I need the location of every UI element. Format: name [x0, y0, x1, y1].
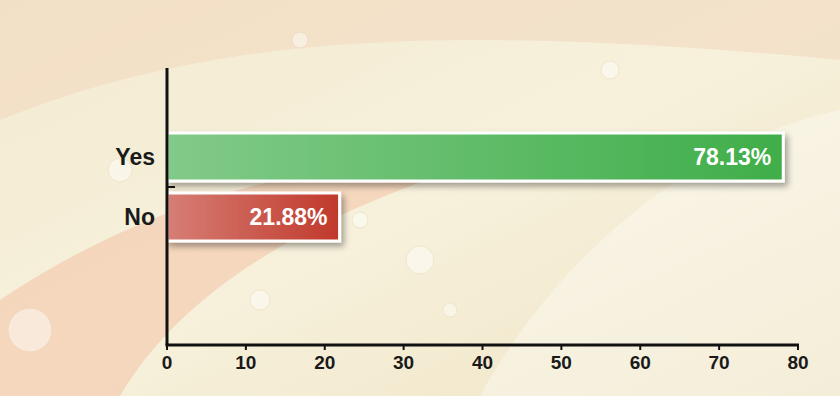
category-label: No — [124, 204, 155, 230]
x-tick — [560, 345, 562, 350]
background-bubble — [292, 32, 308, 48]
y-axis-line — [166, 68, 169, 345]
x-tick — [324, 345, 326, 350]
x-tick-label: 70 — [709, 352, 730, 373]
x-tick-label: 30 — [393, 352, 414, 373]
bar — [167, 193, 340, 241]
category-tick — [167, 186, 175, 188]
x-tick — [245, 345, 247, 350]
x-tick — [639, 345, 641, 350]
chart-svg: Yes 78.13% No 21.88% 0 10 20 30 40 50 60 70 80 — [0, 0, 840, 396]
bar — [167, 133, 783, 181]
background-bubble — [601, 61, 619, 79]
labels: Yes 78.13% No 21.88% — [115, 144, 771, 230]
x-tick-label: 40 — [472, 352, 493, 373]
background-bubble — [8, 308, 52, 352]
data-label: 78.13% — [693, 144, 771, 170]
x-tick — [403, 345, 405, 350]
x-tick-label: 60 — [630, 352, 651, 373]
x-tick-label: 0 — [162, 352, 173, 373]
background-bubble — [352, 212, 368, 228]
x-tick-label: 50 — [551, 352, 572, 373]
category-label: Yes — [115, 144, 155, 170]
x-tick — [482, 345, 484, 350]
background-bubble — [406, 246, 434, 274]
background-swoosh — [0, 0, 840, 120]
bars — [167, 133, 783, 241]
x-tick — [166, 345, 168, 350]
data-label: 21.88% — [250, 204, 328, 230]
x-tick-label: 20 — [314, 352, 335, 373]
background-swoosh — [0, 150, 520, 396]
background-bubble — [443, 303, 457, 317]
background-bubble — [250, 290, 270, 310]
x-tick-label: 10 — [235, 352, 256, 373]
x-tick — [797, 345, 799, 350]
chart-container: Yes 78.13% No 21.88% 0 10 20 30 40 50 60 70 80 — [0, 0, 840, 396]
x-tick-label: 80 — [787, 352, 808, 373]
x-tick — [718, 345, 720, 350]
background — [0, 0, 840, 396]
